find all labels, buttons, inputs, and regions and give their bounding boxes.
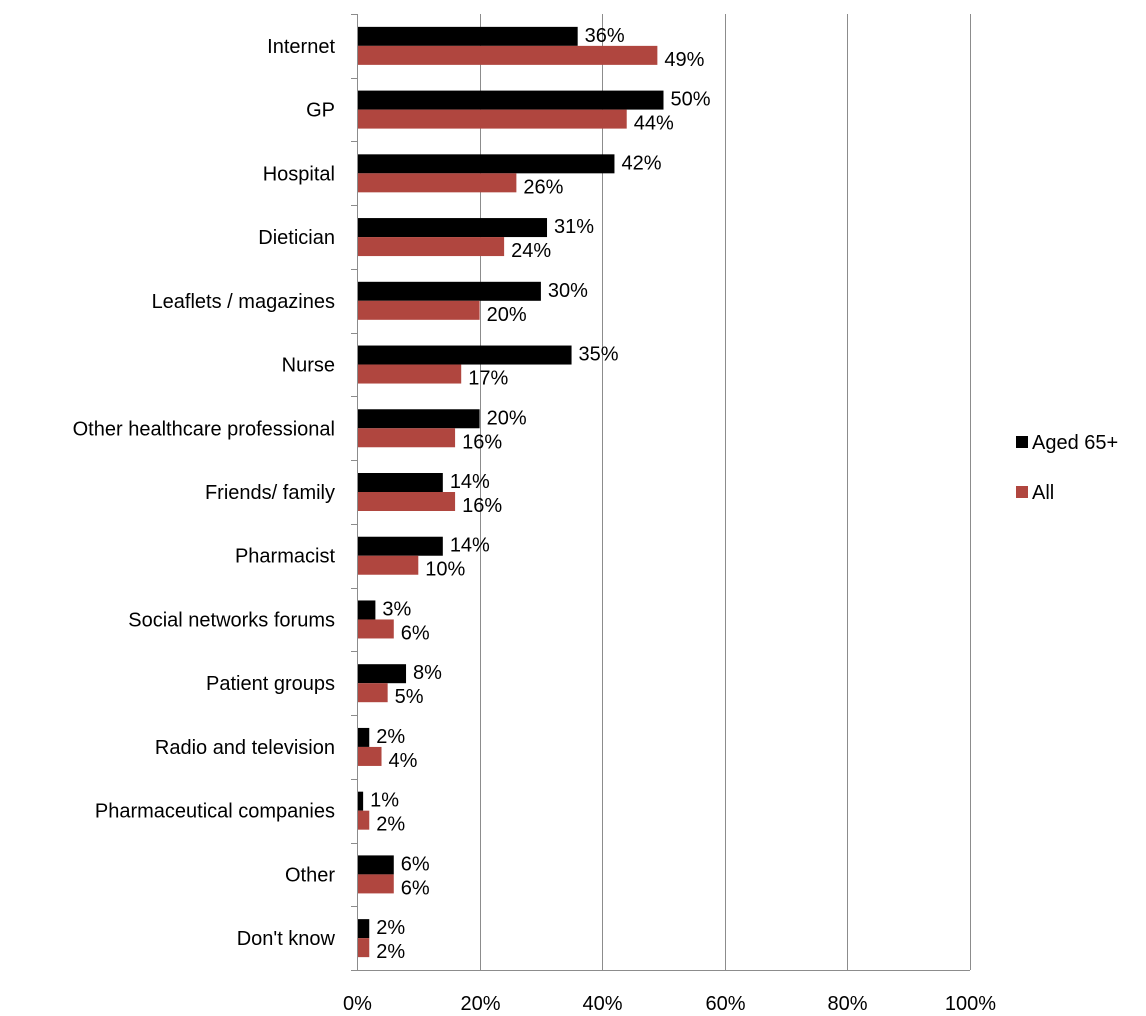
bar-all xyxy=(357,173,517,193)
legend-label: Aged 65+ xyxy=(1032,432,1118,454)
y-category-label: Social networks forums xyxy=(128,609,335,631)
data-label: 10% xyxy=(425,559,465,581)
data-label: 4% xyxy=(389,750,418,772)
y-category-label: Dietician xyxy=(258,227,335,249)
bar-aged-65 xyxy=(357,727,370,747)
data-label: 50% xyxy=(671,89,711,111)
bars xyxy=(357,26,664,958)
x-tick-label: 100% xyxy=(945,993,996,1015)
legend-swatch xyxy=(1016,436,1028,448)
bar-aged-65 xyxy=(357,473,443,492)
data-label: 36% xyxy=(585,25,625,47)
data-label: 14% xyxy=(450,471,490,493)
y-category-label: Radio and television xyxy=(155,737,335,759)
x-tick-label: 60% xyxy=(705,993,745,1015)
bar-all xyxy=(357,109,627,129)
y-category-label: GP xyxy=(306,100,335,122)
data-label: 2% xyxy=(376,941,405,963)
data-label: 2% xyxy=(376,726,405,748)
bar-all xyxy=(357,45,658,65)
bar-all xyxy=(357,746,382,766)
axes: 0% 20% 40% 60% 80% 100% Internet GP Hospital Diet… xyxy=(73,14,996,1015)
y-category-label: Internet xyxy=(267,36,335,58)
bar-all xyxy=(357,683,388,703)
data-label: 14% xyxy=(450,535,490,557)
x-tick-label: 40% xyxy=(582,993,622,1015)
bar-all xyxy=(357,237,505,257)
bar-aged-65 xyxy=(357,791,364,811)
y-category-label: Other healthcare professional xyxy=(73,418,335,440)
data-label: 16% xyxy=(462,431,502,453)
data-label: 1% xyxy=(370,790,399,812)
bar-aged-65 xyxy=(357,218,548,238)
data-label: 3% xyxy=(382,598,411,620)
data-label: 42% xyxy=(621,152,661,174)
bar-all xyxy=(357,938,370,958)
bar-aged-65 xyxy=(357,281,541,301)
y-category-label: Other xyxy=(285,864,335,886)
bar-aged-65 xyxy=(357,664,407,684)
y-category-label: Hospital xyxy=(263,163,335,185)
data-label: 31% xyxy=(554,216,594,238)
bar-aged-65 xyxy=(357,855,394,875)
bar-aged-65 xyxy=(357,536,443,556)
legend: Aged 65+ All xyxy=(1016,432,1118,504)
y-category-label: Leaflets / magazines xyxy=(152,291,335,313)
data-label: 30% xyxy=(548,280,588,302)
x-tick-label: 20% xyxy=(460,993,500,1015)
bar-aged-65 xyxy=(357,409,480,429)
legend-label: All xyxy=(1032,482,1054,504)
bar-all xyxy=(357,619,394,639)
data-label: 6% xyxy=(401,622,430,644)
y-category-label: Friends/ family xyxy=(205,482,335,504)
x-tick-label: 80% xyxy=(827,993,867,1015)
data-labels: 36%49%50%44%42%26%31%24%30%20%35%17%20%1… xyxy=(370,25,711,963)
data-label: 5% xyxy=(395,686,424,708)
data-label: 16% xyxy=(462,495,502,517)
bar-aged-65 xyxy=(357,154,615,174)
bar-all xyxy=(357,555,419,575)
y-category-label: Pharmaceutical companies xyxy=(95,801,335,823)
bar-all xyxy=(357,428,456,448)
data-label: 6% xyxy=(401,877,430,899)
data-label: 20% xyxy=(487,407,527,429)
bar-all xyxy=(357,810,370,830)
data-label: 8% xyxy=(413,662,442,684)
data-label: 35% xyxy=(579,344,619,366)
bar-all xyxy=(357,364,462,384)
x-tick-label: 0% xyxy=(343,993,372,1015)
data-label: 6% xyxy=(401,853,430,875)
bar-aged-65 xyxy=(357,90,664,110)
data-label: 24% xyxy=(511,240,551,262)
bar-aged-65 xyxy=(357,345,572,365)
bar-all xyxy=(357,300,480,320)
data-label: 2% xyxy=(376,814,405,836)
y-category-label: Patient groups xyxy=(206,673,335,695)
data-label: 44% xyxy=(634,113,674,135)
data-label: 17% xyxy=(468,368,508,390)
data-label: 20% xyxy=(487,304,527,326)
y-category-label: Pharmacist xyxy=(235,546,335,568)
y-category-label: Don't know xyxy=(237,928,336,950)
data-label: 49% xyxy=(664,49,704,71)
data-label: 26% xyxy=(523,176,563,198)
bar-aged-65 xyxy=(357,600,376,620)
legend-swatch xyxy=(1016,486,1028,498)
data-label: 2% xyxy=(376,917,405,939)
bar-aged-65 xyxy=(357,26,578,46)
bar-all xyxy=(357,874,394,894)
bar-aged-65 xyxy=(357,919,370,939)
y-category-label: Nurse xyxy=(282,355,335,377)
bar-all xyxy=(357,492,456,511)
